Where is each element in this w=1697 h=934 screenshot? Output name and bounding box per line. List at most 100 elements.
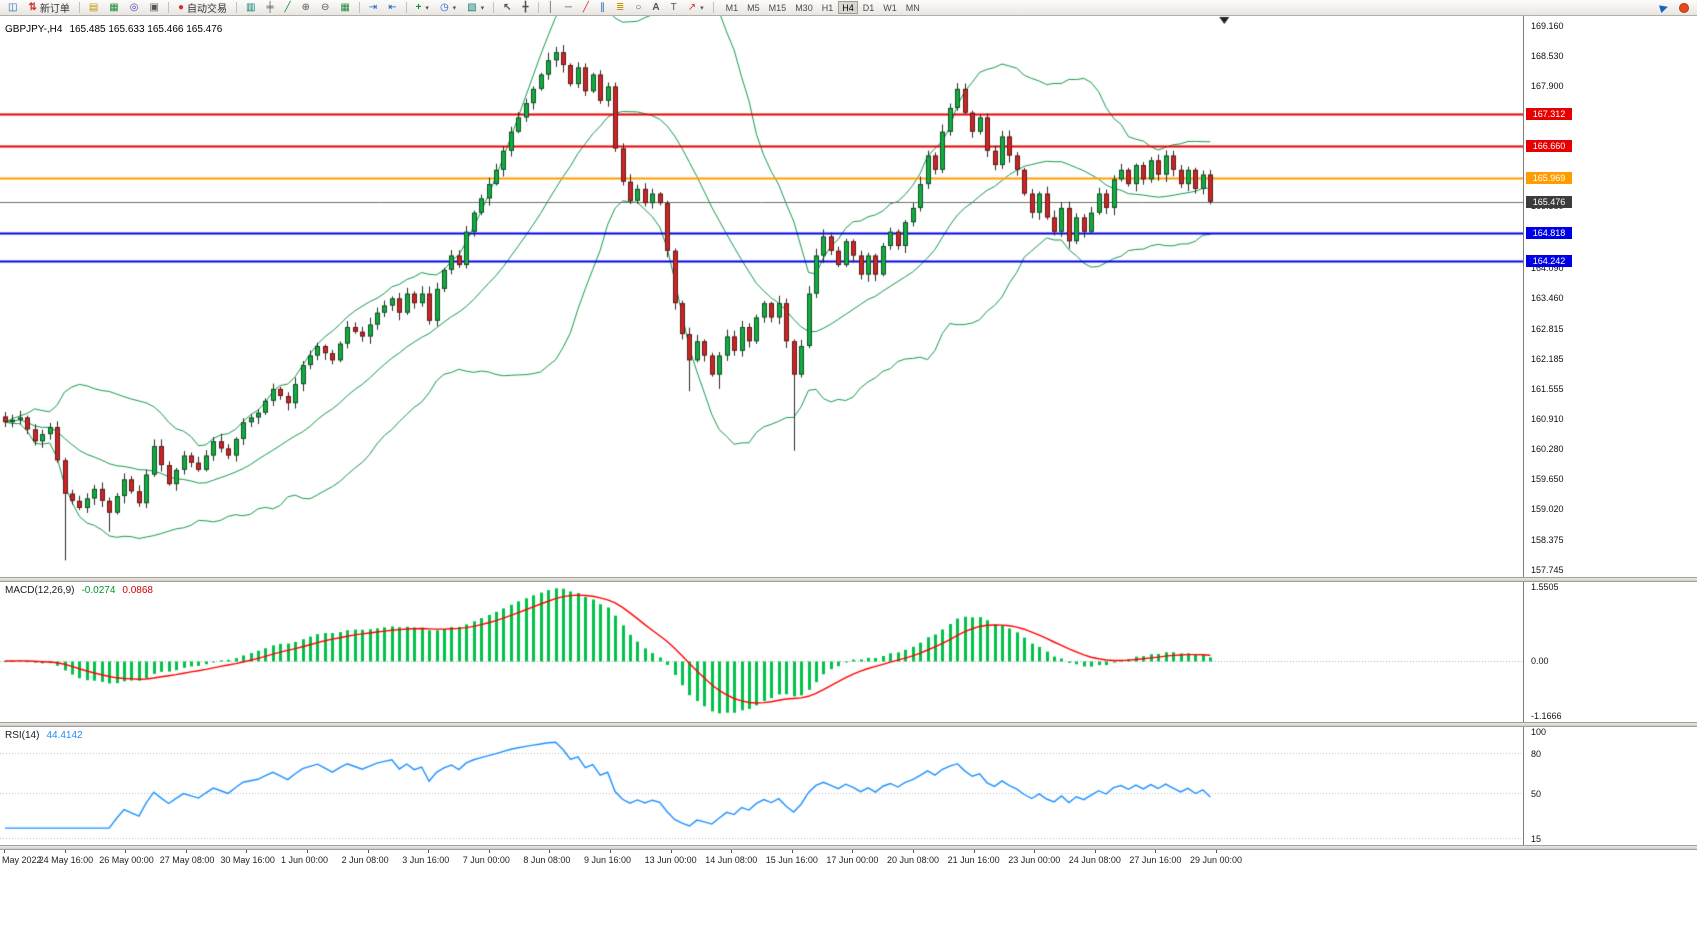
time-tick <box>64 850 66 853</box>
time-axis[interactable]: May 2022 24 May 16:00 26 May 00:00 27 May 0… <box>0 850 1697 870</box>
label-button[interactable]: T <box>666 1 682 15</box>
macd-axis-label: 1.5505 <box>1531 582 1559 592</box>
price-axis-label: 169.160 <box>1531 21 1564 32</box>
panel-separator[interactable] <box>0 577 1697 582</box>
time-tick <box>1094 850 1096 853</box>
price-level-badge: 167.312 <box>1526 108 1572 121</box>
market-watch-button[interactable]: ▤ <box>84 1 103 15</box>
timeframe-button-d1[interactable]: D1 <box>862 3 875 13</box>
cursor-button[interactable]: ↖ <box>498 1 516 15</box>
crosshair-button[interactable]: ╋ <box>518 1 534 15</box>
time-tick <box>791 850 793 853</box>
timeframe-button-m15[interactable]: M15 <box>768 3 787 13</box>
time-tick <box>185 850 187 853</box>
terminal-icon: ▣ <box>149 1 159 13</box>
auto-scroll-button[interactable]: ⇥ <box>364 1 382 15</box>
timeframe-button-h4[interactable]: H4 <box>838 1 858 14</box>
price-level-badge: 164.242 <box>1526 254 1572 267</box>
chevron-down-icon: ▾ <box>452 4 457 12</box>
channel-button[interactable]: ∥ <box>595 1 610 15</box>
vertical-line-button[interactable]: │ <box>543 1 559 15</box>
time-axis-label: 7 Jun 00:00 <box>462 855 510 865</box>
time-axis-label: 9 Jun 16:00 <box>584 855 632 865</box>
label-icon: T <box>670 1 677 13</box>
time-tick <box>1216 850 1217 853</box>
horizontal-line-icon: ─ <box>564 1 572 13</box>
macd-panel: MACD(12,26,9) -0.0274 0.0868 1.5505 0.00 -… <box>0 582 1697 722</box>
timeframe-button-m30[interactable]: M30 <box>795 3 813 13</box>
rsi-axis[interactable]: 100 80 50 15 <box>1524 727 1697 845</box>
time-tick <box>670 850 672 853</box>
price-axis[interactable]: 169.160168.530167.900167.270166.640166.0… <box>1524 16 1697 577</box>
toolbar-separator <box>78 2 80 13</box>
candlestick-chart-button[interactable]: ╪ <box>261 1 278 15</box>
symbol-title: GBPJPY-,H4 <box>5 24 63 35</box>
templates-button[interactable]: ▧ ▾ <box>462 1 489 15</box>
data-window-button[interactable]: ▦ <box>104 1 123 15</box>
toolbar-separator <box>493 2 495 13</box>
bar-chart-icon: ▥ <box>245 1 256 13</box>
main-chart-panel: GBPJPY-,H4 165.485 165.633 165.466 165.4… <box>0 16 1697 577</box>
autotrading-button[interactable]: ● 自动交易 <box>173 1 232 15</box>
rsi-label: RSI(14) 44.4142 <box>5 730 83 741</box>
price-level-badge: 165.476 <box>1526 195 1572 208</box>
line-chart-icon: ╱ <box>284 1 291 13</box>
chart-shift-button[interactable]: ⇤ <box>383 1 401 15</box>
time-axis-label: 15 Jun 16:00 <box>765 855 818 865</box>
time-axis-label: 20 Jun 08:00 <box>887 855 940 865</box>
timeframe-group: M1 M5 M15 M30 H1 H4 D1 W1 MN <box>722 1 924 14</box>
macd-label: MACD(12,26,9) -0.0274 0.0868 <box>5 585 153 596</box>
macd-canvas[interactable] <box>0 582 1524 722</box>
time-tick <box>913 850 914 853</box>
price-axis-label: 160.280 <box>1531 444 1564 455</box>
timeframe-button-m1[interactable]: M1 <box>725 3 739 13</box>
tile-windows-button[interactable]: ▦ <box>335 1 354 15</box>
price-chart-canvas[interactable] <box>0 16 1524 577</box>
price-level-badge: 164.818 <box>1526 227 1572 240</box>
panel-separator[interactable] <box>0 722 1697 727</box>
new-order-button[interactable]: ⇅ 新订单 <box>23 1 74 15</box>
time-axis-label: 8 Jun 08:00 <box>523 855 571 865</box>
text-button[interactable]: A <box>647 1 664 15</box>
notification-button[interactable] <box>1674 1 1694 15</box>
periods-button[interactable]: ◷ ▾ <box>435 1 461 15</box>
trendline-button[interactable]: ╱ <box>578 1 594 15</box>
fibonacci-button[interactable]: ≣ <box>611 1 629 15</box>
macd-axis-label: -1.1666 <box>1531 711 1562 721</box>
timeframe-button-m5[interactable]: M5 <box>747 3 760 13</box>
macd-axis[interactable]: 1.5505 0.00 -1.1666 <box>1524 582 1697 722</box>
timeframe-button-w1[interactable]: W1 <box>883 3 897 13</box>
shapes-button[interactable]: ○ <box>630 1 646 15</box>
time-axis-label: 1 Jun 00:00 <box>281 855 329 865</box>
chevron-down-icon: ▾ <box>480 4 485 12</box>
autotrading-icon: ● <box>177 1 184 13</box>
time-axis-label: 24 Jun 08:00 <box>1068 855 1121 865</box>
indicators-button[interactable]: + ▾ <box>411 1 434 15</box>
arrow-tools-button[interactable]: ↗ ▾ <box>683 1 709 15</box>
bar-chart-button[interactable]: ▥ <box>241 1 260 15</box>
zoom-in-button[interactable]: ⊕ <box>297 1 315 15</box>
panel-separator[interactable] <box>0 845 1697 850</box>
navigator-button[interactable]: ◎ <box>125 1 144 15</box>
price-axis-label: 159.650 <box>1531 474 1564 485</box>
pointer-button[interactable] <box>1655 1 1673 15</box>
shapes-icon: ○ <box>635 1 642 13</box>
zoom-out-button[interactable]: ⊖ <box>316 1 334 15</box>
terminal-button[interactable]: ▣ <box>144 1 163 15</box>
price-axis-label: 163.460 <box>1531 292 1564 303</box>
chart-shift-icon: ⇤ <box>388 1 397 13</box>
market-watch-icon: ▤ <box>88 1 99 13</box>
chart-window-icon: ◫ <box>8 1 18 13</box>
pointer-icon <box>1658 2 1670 13</box>
notification-icon <box>1679 2 1689 13</box>
time-tick <box>973 850 975 853</box>
timeframe-button-mn[interactable]: MN <box>905 3 920 13</box>
horizontal-line-button[interactable]: ─ <box>560 1 577 15</box>
rsi-canvas[interactable] <box>0 727 1524 845</box>
price-axis-label: 161.555 <box>1531 383 1564 394</box>
line-chart-button[interactable]: ╱ <box>280 1 296 15</box>
chevron-down-icon: ▾ <box>425 4 429 12</box>
timeframe-button-h1[interactable]: H1 <box>821 3 834 13</box>
chart-window-button[interactable]: ◫ <box>3 1 22 15</box>
arrow-tools-icon: ↗ <box>687 1 697 13</box>
